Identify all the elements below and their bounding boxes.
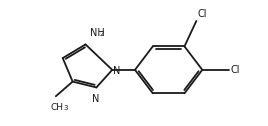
Text: NH: NH: [91, 28, 105, 38]
Text: N: N: [113, 66, 121, 76]
Text: 2: 2: [100, 31, 104, 37]
Text: CH: CH: [50, 103, 63, 112]
Text: 3: 3: [64, 105, 68, 111]
Text: N: N: [92, 94, 99, 104]
Text: Cl: Cl: [231, 65, 240, 75]
Text: Cl: Cl: [197, 9, 207, 19]
